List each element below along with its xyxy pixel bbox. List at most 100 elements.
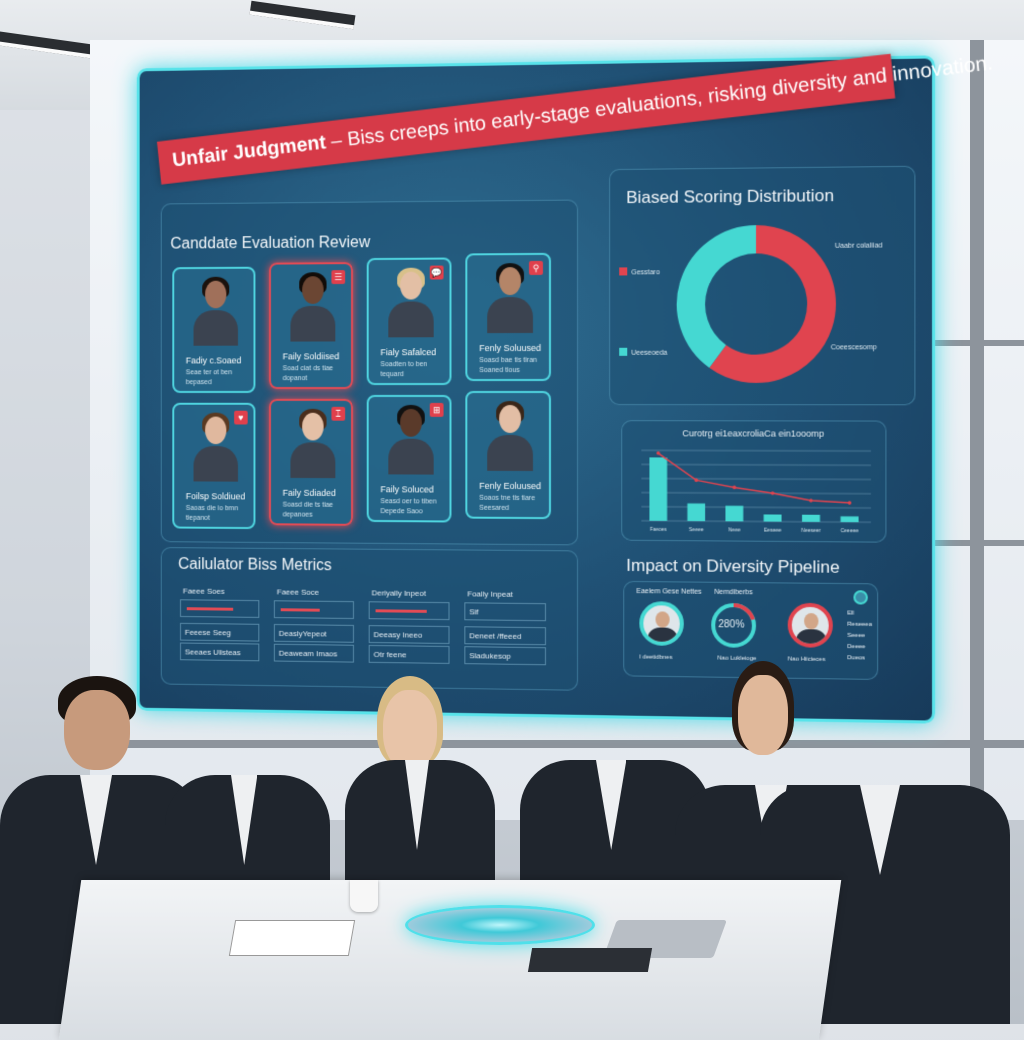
candidate-note: Seasd oer to tiben [380, 498, 437, 506]
x-tick-label: Eeseee [764, 528, 782, 534]
legend-swatch [619, 347, 628, 356]
candidate-note: Soasd die ts tiae [282, 501, 334, 509]
candidate-note: depanoes [282, 511, 313, 519]
line-point [656, 451, 661, 456]
candidate-photo [487, 400, 533, 472]
line-point [809, 498, 813, 503]
line-point [770, 491, 775, 496]
candidate-photo [193, 276, 238, 346]
gridline [641, 493, 871, 494]
gridline [641, 521, 871, 522]
candidate-photo [388, 404, 434, 475]
candidate-photo [193, 412, 238, 482]
candidate-note: Soaos tne tis tiare [479, 494, 536, 503]
line-point [732, 485, 737, 490]
candidate-photo [388, 267, 434, 338]
candidate-card[interactable]: Faily Soluced Seasd oer to tiben Depede … [366, 394, 452, 523]
candidate-panel-title: Canddate Evaluation Review [170, 234, 371, 253]
bar [649, 457, 668, 521]
trend-line [658, 453, 849, 503]
metric-cell: Deeasy Ineeo [368, 625, 450, 644]
donut-slice [691, 239, 756, 356]
line-point [847, 501, 852, 505]
pipeline-list-item: Deeee [847, 643, 866, 651]
bar [763, 514, 782, 522]
x-tick-label: Faeoes [650, 527, 667, 533]
flag-icon[interactable]: ♥ [234, 410, 248, 425]
metric-cell: Deaweam Imaos [273, 643, 354, 663]
pipeline-caption: I deetidbnes [639, 654, 673, 661]
candidate-name: Faily Sdiaded [282, 487, 336, 498]
candidate-card[interactable]: Faily Soldiised Soad ciat ds tiae dopano… [269, 262, 353, 390]
flag-icon[interactable]: ☰ [331, 270, 346, 285]
candidate-name: Faily Soluced [380, 484, 434, 495]
candidate-note: Depede Saoo [380, 508, 423, 516]
metrics-title: Cailulator Biss Metrics [178, 556, 332, 575]
candidate-note: dopanot [282, 375, 308, 383]
bar [687, 503, 706, 522]
tablet [527, 948, 653, 972]
x-tick-label: Neeseer [801, 528, 821, 534]
metric-header: Faeee Soce [276, 587, 319, 597]
pipeline-caption: Nao Lukleioge [717, 655, 757, 663]
candidate-note: tiepanot [185, 514, 210, 522]
metric-value-box [273, 600, 354, 619]
candidate-note: bepased [185, 379, 212, 387]
chart-title: Curotrg ei1eaxcroliaCa ein1ooomp [682, 428, 824, 439]
candidate-card[interactable]: Fadiy c.Soaed Seae ter ot ben bepased [172, 266, 256, 393]
candidate-name: Foilsp Soldiued [185, 491, 246, 502]
hologram-projector [405, 905, 595, 945]
pipeline-label: Nemdiberbs [714, 588, 753, 597]
pipeline-list-item: Dueos [847, 655, 866, 662]
bar [840, 516, 859, 523]
metric-bar [280, 608, 320, 612]
candidate-name: Faily Soldiised [282, 351, 340, 362]
dashboard-screen: Unfair Judgment – Biss creeps into early… [136, 52, 994, 724]
flag-icon[interactable]: ⊞ [429, 402, 444, 417]
metric-cell: Otr feene [368, 644, 450, 664]
candidate-name: Fenly Soluused [479, 342, 542, 354]
pipeline-list-item: Ell [847, 610, 855, 617]
pipeline-percent: 280% [718, 619, 745, 631]
metric-header: Foally Inpeat [467, 589, 513, 599]
metric-value-box: Sif [464, 602, 546, 622]
conference-table [58, 880, 842, 1040]
candidate-card[interactable]: Fialy Safalced Soadten to ben tequard 💬 [366, 257, 452, 386]
flag-icon[interactable]: 💬 [429, 265, 444, 280]
notepad [228, 920, 356, 956]
metric-header: Faeee Soes [182, 586, 225, 596]
legend-label: Ueeseoeda [631, 350, 667, 357]
metric-bar [375, 609, 427, 613]
candidate-photo [290, 408, 336, 479]
candidate-note: Soadten to ben [380, 361, 428, 369]
pipeline-avatar [787, 602, 833, 648]
legend-label: Gesstaro [631, 269, 660, 276]
candidate-note: Seae ter ot ben [185, 369, 233, 377]
candidate-card[interactable]: Fenly Eoluused Soaos tne tis tiare Seesa… [465, 390, 551, 520]
candidate-note: Soasd bae tis tiran [479, 356, 537, 365]
candidate-photo [487, 263, 533, 334]
flag-icon[interactable]: ⌶ [331, 406, 346, 421]
metric-cell: Sladukesop [464, 646, 546, 666]
candidate-note: Soaned tious [479, 367, 520, 375]
candidate-card[interactable]: Fenly Soluused Soasd bae tis tiran Soane… [465, 252, 551, 382]
candidate-card[interactable]: Faily Sdiaded Soasd die ts tiae depanoes… [269, 398, 353, 526]
gridline [641, 507, 871, 508]
flag-icon[interactable]: ⚲ [528, 260, 543, 275]
bar-line-chart: Curotrg ei1eaxcroliaCa ein1ooomp Faeoes Se… [621, 428, 886, 534]
candidate-name: Fenly Eoluused [479, 480, 542, 492]
line-point [694, 478, 699, 482]
info-icon[interactable] [853, 590, 868, 605]
callout-label: Coeescesomp [831, 344, 877, 351]
candidate-card[interactable]: Foilsp Soldiued Saoas die io bmn tiepano… [172, 402, 256, 530]
metric-header: Deriyally Inpeot [371, 588, 426, 598]
pipeline-avatar [639, 601, 684, 646]
gridline [641, 479, 871, 480]
pipeline-caption: Nao Hiicieces [787, 656, 826, 664]
headline-banner: Unfair Judgment – Biss creeps into early… [156, 52, 994, 185]
bar [725, 505, 744, 522]
metric-cell: Feeese Seeg [180, 622, 260, 642]
callout-label: Uaabr colaliiad [835, 242, 883, 250]
candidate-name: Fialy Safalced [380, 347, 437, 358]
pipeline-title: Impact on Diversity Pipeline [626, 555, 840, 577]
